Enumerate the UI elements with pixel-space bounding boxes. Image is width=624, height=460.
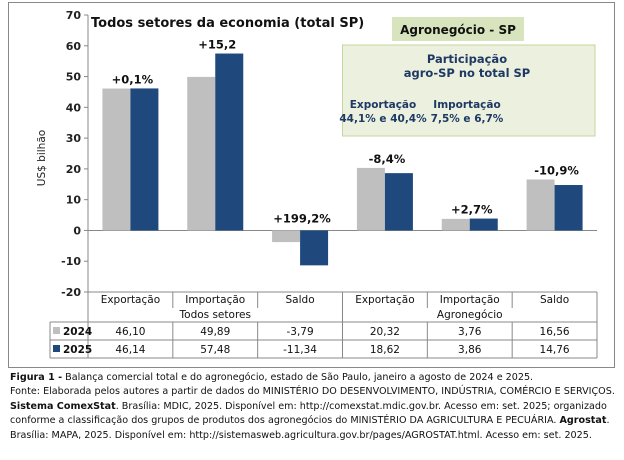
change-label: +199,2%	[273, 211, 331, 225]
category-label: Exportação	[101, 294, 160, 306]
change-label: -8,4%	[369, 152, 406, 166]
category-label: Importação	[185, 294, 245, 306]
agrostat-dot: .	[606, 415, 610, 427]
table-value: 3,76	[458, 326, 482, 338]
figure-title: Balança comercial total e do agronegócio…	[62, 372, 534, 383]
y-tick-label: -20	[61, 286, 81, 299]
bar-2025	[554, 185, 583, 231]
bar-2024	[526, 179, 555, 231]
bar-2024	[272, 230, 301, 243]
y-tick-label: -10	[61, 255, 81, 268]
table-value: 46,14	[115, 344, 145, 356]
bar-2025	[130, 88, 159, 231]
table-value: 57,48	[200, 344, 230, 356]
agrostat-intro: conforme a classificação dos grupos de p…	[10, 415, 557, 427]
change-label: +0,1%	[112, 72, 154, 86]
table-value: 20,32	[370, 326, 400, 338]
table-value: 18,62	[370, 344, 400, 356]
subtitle-box	[392, 17, 524, 41]
table-value: 16,56	[540, 326, 570, 338]
participation-export-value: 44,1% e 40,4%	[339, 113, 427, 125]
agrostat-ref: Brasília: MAPA, 2025. Disponível em: htt…	[10, 429, 592, 441]
legend-label: 2024	[63, 326, 92, 338]
bar-2025	[469, 218, 498, 231]
bar-2024	[187, 76, 216, 231]
y-axis-label: US$ bilhão	[36, 130, 48, 186]
participation-import-value: 7,5% e 6,7%	[431, 113, 504, 125]
participation-subtitle: agro-SP no total SP	[404, 66, 530, 80]
group-label: Agronegócio	[437, 309, 503, 321]
category-label: Exportação	[355, 294, 414, 306]
group-label: Todos setores	[179, 309, 251, 321]
agro-panel	[342, 44, 596, 137]
legend-swatch-2025	[53, 345, 60, 352]
y-tick-label: 50	[66, 71, 82, 84]
figure-label: Figura 1 -	[10, 372, 63, 383]
chart-title: Todos setores da economia (total SP)	[91, 16, 364, 31]
table-value: 46,10	[115, 326, 145, 338]
chart-subtitle: Agronegócio - SP	[400, 23, 516, 37]
bar-2024	[102, 88, 131, 231]
participation-export-label: Exportação	[350, 99, 416, 111]
comexstat-ref: . Brasília: MDIC, 2025. Disponível em: h…	[115, 400, 607, 412]
category-label: Importação	[440, 294, 500, 306]
bar-2024	[441, 218, 470, 231]
source-line: Fonte: Elaborada pelos autores a partir …	[10, 386, 615, 398]
category-label: Saldo	[286, 294, 315, 306]
category-label: Saldo	[540, 294, 569, 306]
y-tick-label: 10	[66, 194, 82, 207]
bar-2024	[356, 167, 385, 231]
table-value: 3,86	[458, 344, 482, 356]
y-tick-label: 20	[66, 163, 82, 176]
agrostat-name: Agrostat	[559, 415, 607, 427]
participation-title: Participação	[427, 52, 507, 66]
y-tick-label: 0	[73, 224, 81, 237]
legend-swatch-2024	[53, 327, 60, 334]
change-label: +2,7%	[451, 203, 493, 217]
bar-2025	[300, 230, 329, 266]
legend-label: 2025	[63, 344, 92, 356]
balance-chart: -20 -10 0 10 20 30 40 50 60 70 US$ bilhão Todos set…	[8, 2, 615, 368]
comexstat-name: Sistema ComexStat	[10, 400, 116, 412]
change-label: +15,2	[198, 38, 236, 52]
figure-caption: Figura 1 - Balança comercial total e do …	[10, 371, 616, 443]
y-tick-label: 60	[66, 40, 82, 53]
participation-import-label: Importação	[433, 99, 500, 111]
table-value: -11,34	[283, 344, 317, 356]
table-value: 14,76	[540, 344, 570, 356]
change-label: -10,9%	[534, 163, 579, 177]
bar-2025	[384, 173, 413, 231]
bar-2025	[215, 53, 244, 231]
table-value: -3,79	[286, 326, 313, 338]
y-tick-label: 30	[66, 132, 82, 145]
y-tick-label: 70	[66, 9, 82, 22]
y-tick-label: 40	[66, 101, 82, 114]
table-value: 49,89	[200, 326, 230, 338]
